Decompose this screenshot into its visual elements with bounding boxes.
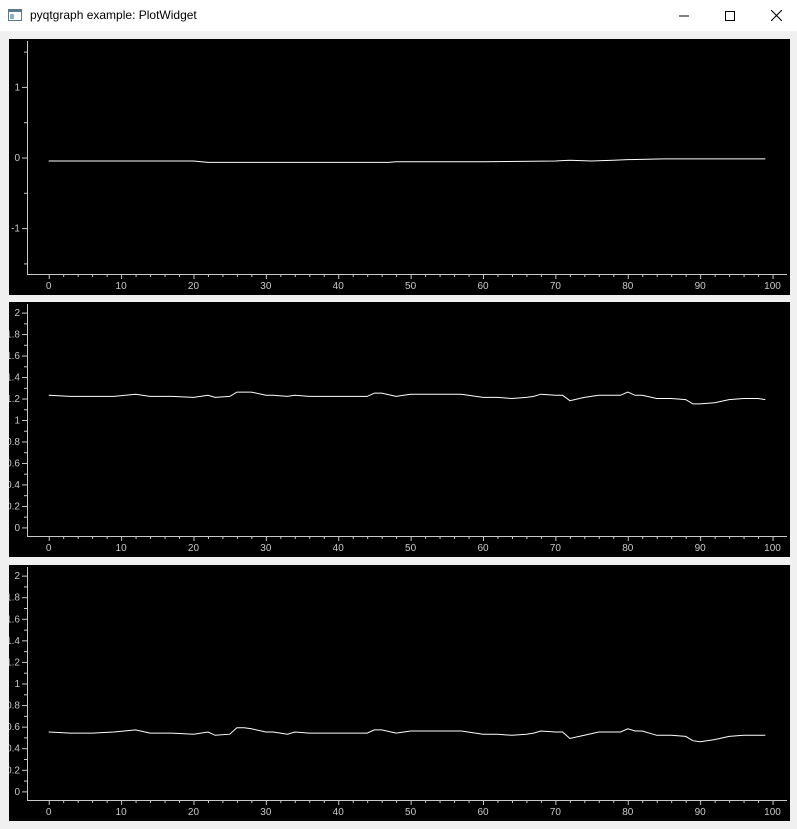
x-tick-label-2: 50: [405, 543, 417, 554]
title-bar[interactable]: pyqtgraph example: PlotWidget: [0, 0, 797, 31]
minimize-icon: [679, 11, 689, 21]
y-tick-label-1: 1: [14, 82, 20, 93]
x-tick-label-3: 20: [188, 807, 200, 818]
window-title: pyqtgraph example: PlotWidget: [30, 8, 197, 22]
x-tick-label-1: 0: [46, 281, 52, 292]
x-tick-label-2: 90: [695, 543, 707, 554]
x-tick-label-2: 100: [764, 543, 781, 554]
y-tick-label-2: 0.2: [9, 501, 20, 512]
x-tick-label-1: 100: [764, 281, 781, 292]
x-tick-label-1: 90: [695, 281, 707, 292]
y-tick-label-2: 1.4: [9, 373, 20, 384]
x-tick-label-3: 90: [695, 807, 707, 818]
y-tick-label-2: 0.4: [9, 480, 20, 491]
y-tick-label-2: 1.8: [9, 330, 20, 341]
x-tick-label-1: 10: [116, 281, 128, 292]
x-tick-label-1: 20: [188, 281, 200, 292]
x-tick-label-2: 80: [622, 543, 634, 554]
curve-line-3: [48, 727, 766, 743]
x-tick-label-2: 0: [46, 543, 52, 554]
x-tick-label-2: 30: [260, 543, 272, 554]
y-tick-label-3: 1.2: [9, 657, 20, 668]
x-tick-label-3: 100: [764, 807, 781, 818]
curve-line-2: [48, 391, 766, 405]
x-tick-label-3: 70: [550, 807, 562, 818]
x-tick-label-3: 0: [46, 807, 52, 818]
y-tick-label-2: 1: [14, 416, 20, 427]
minimize-button[interactable]: [661, 0, 707, 31]
y-tick-label-3: 0.6: [9, 722, 20, 733]
x-tick-label-2: 10: [116, 543, 128, 554]
plot-canvas-1[interactable]: 0 10 20 30 40 50 60 70 80 90 100 -1 0 1: [9, 39, 790, 295]
y-tick-label-3: 0.8: [9, 701, 20, 712]
plot-widget-1[interactable]: 0 10 20 30 40 50 60 70 80 90 100 -1 0 1: [9, 39, 790, 295]
maximize-icon: [725, 10, 735, 21]
x-tick-label-3: 50: [405, 807, 417, 818]
x-tick-label-1: 70: [550, 281, 562, 292]
y-tick-label-2: 0.6: [9, 458, 20, 469]
y-tick-label-1: 0: [14, 153, 20, 164]
x-tick-label-1: 30: [260, 281, 272, 292]
y-tick-label-3: 1.4: [9, 636, 20, 647]
x-tick-label-3: 80: [622, 807, 634, 818]
y-tick-label-2: 2: [14, 308, 20, 319]
close-icon: [770, 10, 782, 21]
app-window-icon: [8, 8, 22, 21]
x-tick-label-3: 10: [116, 807, 128, 818]
maximize-button[interactable]: [707, 0, 753, 31]
x-tick-label-2: 70: [550, 543, 562, 554]
y-tick-label-3: 0: [14, 787, 20, 798]
y-tick-label-1: -1: [11, 224, 20, 235]
y-tick-label-3: 1: [14, 679, 20, 690]
x-tick-label-1: 50: [405, 281, 417, 292]
y-tick-label-2: 0: [14, 523, 20, 534]
x-tick-label-3: 40: [333, 807, 345, 818]
x-tick-label-1: 80: [622, 281, 634, 292]
x-tick-label-2: 20: [188, 543, 200, 554]
y-tick-label-3: 2: [14, 571, 20, 582]
y-tick-label-3: 1.6: [9, 614, 20, 625]
y-tick-label-2: 1.6: [9, 351, 20, 362]
plot-canvas-2[interactable]: 0 10 20 30 40 50 60 70 80 90 100 0 0.2 0.4 0.6 0.8 1 1.2 1…: [9, 302, 790, 557]
x-tick-label-3: 60: [477, 807, 489, 818]
x-tick-label-3: 30: [260, 807, 272, 818]
close-button[interactable]: [753, 0, 797, 31]
x-tick-label-2: 40: [333, 543, 345, 554]
plot-widget-2[interactable]: 0 10 20 30 40 50 60 70 80 90 100 0 0.2 0.4 0.6 0.8 1 1.2 1…: [9, 302, 790, 557]
x-tick-label-1: 60: [477, 281, 489, 292]
y-tick-label-2: 0.8: [9, 437, 20, 448]
plot-canvas-3[interactable]: 0 10 20 30 40 50 60 70 80 90 100 0 0.2 0.4 0.6 0.8 1 1.2 1…: [9, 565, 790, 821]
curve-line-1: [48, 158, 766, 163]
x-tick-label-1: 40: [333, 281, 345, 292]
y-tick-label-3: 0.2: [9, 765, 20, 776]
plot-widget-3[interactable]: 0 10 20 30 40 50 60 70 80 90 100 0 0.2 0.4 0.6 0.8 1 1.2 1…: [9, 565, 790, 821]
x-tick-label-2: 60: [477, 543, 489, 554]
y-tick-label-3: 1.8: [9, 593, 20, 604]
y-tick-label-2: 1.2: [9, 394, 20, 405]
y-tick-label-3: 0.4: [9, 744, 20, 755]
